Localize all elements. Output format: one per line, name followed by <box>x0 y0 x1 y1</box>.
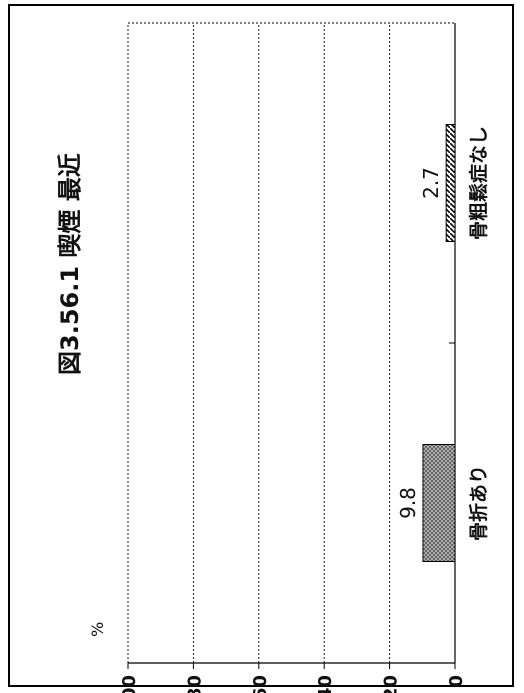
value-label-2: 2.7 <box>419 167 443 199</box>
y-axis-label: % <box>88 622 107 637</box>
bars <box>422 124 456 562</box>
y-tick-label: 100 <box>119 675 140 693</box>
value-label-1: 9.8 <box>396 487 420 519</box>
value-labels: 9.8 2.7 <box>396 167 443 519</box>
chart-title: 図3.56.1 喫煙 最近 <box>56 153 84 375</box>
y-ticks: 100 80 60 40 20 0 <box>119 663 467 693</box>
category-label-1: 骨折あり <box>468 465 490 541</box>
page-border <box>8 4 514 687</box>
y-tick-label: 20 <box>381 675 402 693</box>
y-tick-label: 40 <box>315 675 336 693</box>
categories: 骨折あり 骨粗鬆症なし <box>467 126 490 541</box>
y-tick-label: 0 <box>446 675 467 688</box>
y-tick-label: 60 <box>250 675 271 693</box>
bar-1 <box>422 444 456 562</box>
category-label-2: 骨粗鬆症なし <box>467 126 490 240</box>
grid-lines <box>127 22 456 664</box>
bar-2 <box>445 124 456 242</box>
y-tick-label: 80 <box>184 675 205 693</box>
plot-area: 100 80 60 40 20 0 骨折あり 骨粗鬆症なし 9.8 2.7 図3.56.1 喫… <box>56 22 490 693</box>
